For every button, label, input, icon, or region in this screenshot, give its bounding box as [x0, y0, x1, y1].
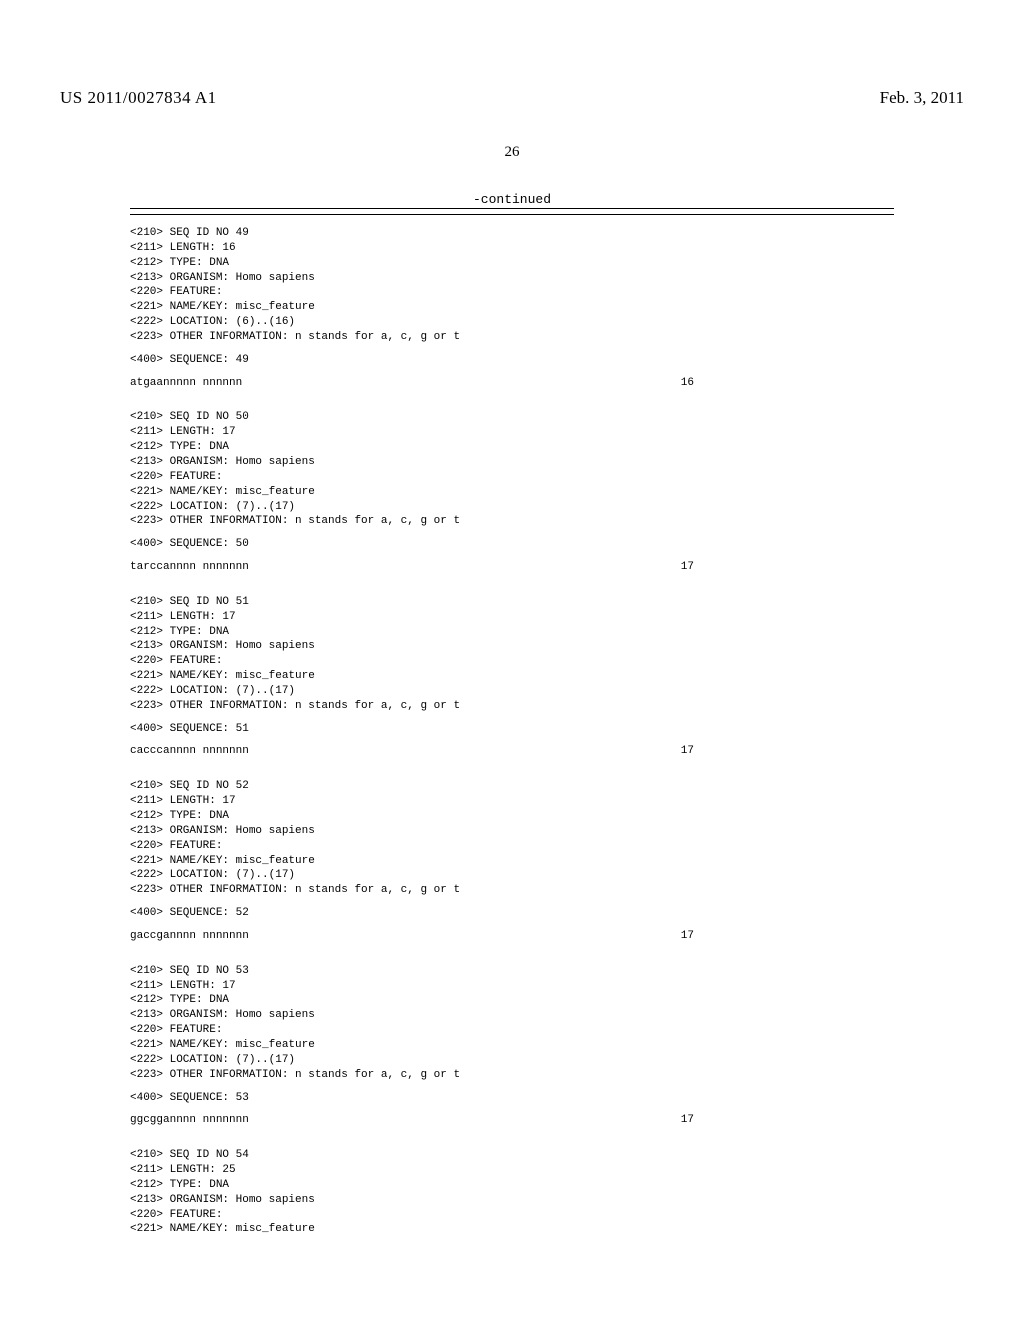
sequence-listing: <210> SEQ ID NO 49 <211> LENGTH: 16 <212… — [130, 226, 894, 1257]
other-info-line: <223> OTHER INFORMATION: n stands for a,… — [130, 883, 894, 898]
sequence-text: cacccannnn nnnnnnn — [130, 744, 249, 759]
sequence-text: ggcggannnn nnnnnnn — [130, 1113, 249, 1128]
sequence-block: <210> SEQ ID NO 54 <211> LENGTH: 25 <212… — [130, 1148, 894, 1237]
name-key-line: <221> NAME/KEY: misc_feature — [130, 854, 894, 869]
sequence-data-row: ggcggannnn nnnnnnn 17 — [130, 1113, 894, 1128]
name-key-line: <221> NAME/KEY: misc_feature — [130, 485, 894, 500]
sequence-length-marker: 16 — [681, 376, 894, 391]
sequence-data-row: cacccannnn nnnnnnn 17 — [130, 744, 894, 759]
seq-id-line: <210> SEQ ID NO 49 — [130, 226, 894, 241]
feature-line: <220> FEATURE: — [130, 285, 894, 300]
page-number: 26 — [0, 144, 1024, 161]
location-line: <222> LOCATION: (7)..(17) — [130, 500, 894, 515]
seq-id-line: <210> SEQ ID NO 53 — [130, 964, 894, 979]
organism-line: <213> ORGANISM: Homo sapiens — [130, 824, 894, 839]
name-key-line: <221> NAME/KEY: misc_feature — [130, 669, 894, 684]
sequence-label-line: <400> SEQUENCE: 53 — [130, 1091, 894, 1106]
location-line: <222> LOCATION: (6)..(16) — [130, 315, 894, 330]
seq-id-line: <210> SEQ ID NO 54 — [130, 1148, 894, 1163]
feature-line: <220> FEATURE: — [130, 1208, 894, 1223]
length-line: <211> LENGTH: 17 — [130, 979, 894, 994]
organism-line: <213> ORGANISM: Homo sapiens — [130, 455, 894, 470]
sequence-block: <210> SEQ ID NO 53 <211> LENGTH: 17 <212… — [130, 964, 894, 1128]
organism-line: <213> ORGANISM: Homo sapiens — [130, 1193, 894, 1208]
sequence-length-marker: 17 — [681, 929, 894, 944]
type-line: <212> TYPE: DNA — [130, 256, 894, 271]
location-line: <222> LOCATION: (7)..(17) — [130, 1053, 894, 1068]
name-key-line: <221> NAME/KEY: misc_feature — [130, 300, 894, 315]
sequence-text: tarccannnn nnnnnnn — [130, 560, 249, 575]
organism-line: <213> ORGANISM: Homo sapiens — [130, 271, 894, 286]
sequence-text: atgaannnnn nnnnnn — [130, 376, 242, 391]
sequence-data-row: gaccgannnn nnnnnnn 17 — [130, 929, 894, 944]
location-line: <222> LOCATION: (7)..(17) — [130, 684, 894, 699]
sequence-label-line: <400> SEQUENCE: 50 — [130, 537, 894, 552]
sequence-length-marker: 17 — [681, 744, 894, 759]
organism-line: <213> ORGANISM: Homo sapiens — [130, 639, 894, 654]
sequence-block: <210> SEQ ID NO 51 <211> LENGTH: 17 <212… — [130, 595, 894, 759]
length-line: <211> LENGTH: 25 — [130, 1163, 894, 1178]
sequence-text: gaccgannnn nnnnnnn — [130, 929, 249, 944]
type-line: <212> TYPE: DNA — [130, 440, 894, 455]
seq-id-line: <210> SEQ ID NO 50 — [130, 410, 894, 425]
name-key-line: <221> NAME/KEY: misc_feature — [130, 1222, 894, 1237]
other-info-line: <223> OTHER INFORMATION: n stands for a,… — [130, 699, 894, 714]
sequence-block: <210> SEQ ID NO 49 <211> LENGTH: 16 <212… — [130, 226, 894, 390]
feature-line: <220> FEATURE: — [130, 470, 894, 485]
other-info-line: <223> OTHER INFORMATION: n stands for a,… — [130, 1068, 894, 1083]
sequence-label-line: <400> SEQUENCE: 49 — [130, 353, 894, 368]
seq-id-line: <210> SEQ ID NO 51 — [130, 595, 894, 610]
organism-line: <213> ORGANISM: Homo sapiens — [130, 1008, 894, 1023]
location-line: <222> LOCATION: (7)..(17) — [130, 868, 894, 883]
length-line: <211> LENGTH: 16 — [130, 241, 894, 256]
page-header: US 2011/0027834 A1 Feb. 3, 2011 — [0, 88, 1024, 108]
feature-line: <220> FEATURE: — [130, 1023, 894, 1038]
horizontal-rule-thick — [130, 208, 894, 209]
sequence-label-line: <400> SEQUENCE: 51 — [130, 722, 894, 737]
length-line: <211> LENGTH: 17 — [130, 610, 894, 625]
type-line: <212> TYPE: DNA — [130, 809, 894, 824]
type-line: <212> TYPE: DNA — [130, 1178, 894, 1193]
other-info-line: <223> OTHER INFORMATION: n stands for a,… — [130, 514, 894, 529]
sequence-label-line: <400> SEQUENCE: 52 — [130, 906, 894, 921]
sequence-length-marker: 17 — [681, 560, 894, 575]
sequence-block: <210> SEQ ID NO 52 <211> LENGTH: 17 <212… — [130, 779, 894, 943]
name-key-line: <221> NAME/KEY: misc_feature — [130, 1038, 894, 1053]
sequence-block: <210> SEQ ID NO 50 <211> LENGTH: 17 <212… — [130, 410, 894, 574]
seq-id-line: <210> SEQ ID NO 52 — [130, 779, 894, 794]
feature-line: <220> FEATURE: — [130, 654, 894, 669]
sequence-data-row: tarccannnn nnnnnnn 17 — [130, 560, 894, 575]
other-info-line: <223> OTHER INFORMATION: n stands for a,… — [130, 330, 894, 345]
type-line: <212> TYPE: DNA — [130, 993, 894, 1008]
horizontal-rule-thin — [130, 214, 894, 215]
length-line: <211> LENGTH: 17 — [130, 794, 894, 809]
publication-date: Feb. 3, 2011 — [880, 88, 964, 108]
length-line: <211> LENGTH: 17 — [130, 425, 894, 440]
publication-number: US 2011/0027834 A1 — [60, 88, 217, 107]
sequence-length-marker: 17 — [681, 1113, 894, 1128]
continued-label: -continued — [0, 192, 1024, 207]
feature-line: <220> FEATURE: — [130, 839, 894, 854]
sequence-data-row: atgaannnnn nnnnnn 16 — [130, 376, 894, 391]
type-line: <212> TYPE: DNA — [130, 625, 894, 640]
